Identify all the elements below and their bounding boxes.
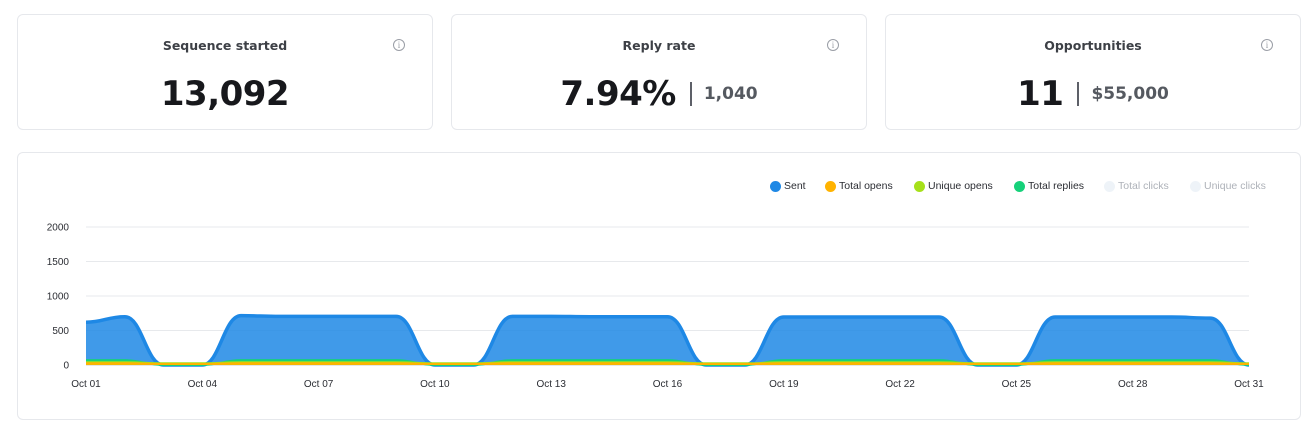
metric-divider (1077, 82, 1080, 106)
series-line (86, 359, 1250, 366)
metric-value: 7.94% (560, 74, 676, 114)
y-tick-label: 2000 (47, 223, 70, 234)
y-tick-label: 500 (52, 326, 69, 337)
metric-row: 13,092 (18, 71, 432, 117)
x-tick-label: Oct 22 (885, 379, 915, 390)
kpi-card-reply-rate: Reply rate i 7.94% 1,040 (451, 14, 867, 130)
x-tick-label: Oct 07 (304, 379, 334, 390)
metric-row: 11 $55,000 (886, 71, 1300, 117)
legend-dot (1190, 180, 1201, 192)
kpi-card-sequence-started: Sequence started i 13,092 (17, 14, 433, 130)
legend-label: Total replies (1028, 180, 1085, 192)
legend-dot (825, 180, 836, 192)
card-title: Sequence started (162, 38, 288, 53)
metric-row: 7.94% 1,040 (452, 71, 866, 117)
x-tick-label: Oct 01 (71, 379, 101, 390)
x-tick-label: Oct 31 (1234, 379, 1264, 390)
x-tick-label: Oct 13 (536, 379, 566, 390)
info-icon[interactable]: i (827, 39, 839, 51)
legend-item-total-clicks[interactable]: Total clicks (1104, 180, 1169, 192)
info-icon[interactable]: i (393, 39, 405, 51)
metric-secondary-value: $55,000 (1091, 84, 1169, 104)
legend-dot (1014, 180, 1025, 192)
y-tick-label: 1500 (47, 257, 70, 268)
x-tick-label: Oct 04 (188, 379, 218, 390)
card-title: Reply rate (622, 38, 696, 53)
legend-item-unique-opens[interactable]: Unique opens (914, 180, 993, 192)
series-line (85, 313, 1250, 367)
legend-item-unique-clicks[interactable]: Unique clicks (1190, 180, 1266, 192)
kpi-card-opportunities: Opportunities i 11 $55,000 (885, 14, 1301, 130)
legend-label: Unique opens (928, 180, 993, 192)
legend-dot (914, 180, 925, 192)
x-tick-label: Oct 25 (1002, 379, 1032, 390)
legend-dot (770, 180, 781, 192)
metric-divider (689, 82, 692, 106)
chart-panel (17, 152, 1301, 420)
legend-item-total-replies[interactable]: Total replies (1014, 180, 1084, 192)
legend-label: Unique clicks (1204, 180, 1266, 192)
series-area (86, 315, 1249, 365)
metric-value: 11 (1017, 74, 1064, 114)
y-tick-label: 0 (63, 361, 69, 372)
legend-label: Total clicks (1118, 180, 1169, 192)
x-tick-label: Oct 16 (653, 379, 683, 390)
x-tick-label: Oct 10 (420, 379, 450, 390)
series-total-opens (86, 362, 1250, 365)
legend-label: Total opens (839, 180, 893, 192)
metric-secondary-value: 1,040 (703, 84, 758, 104)
y-tick-label: 1000 (47, 292, 70, 303)
metric-value: 13,092 (160, 74, 290, 114)
series-line (86, 362, 1250, 365)
x-tick-label: Oct 28 (1118, 379, 1148, 390)
legend-item-sent[interactable]: Sent (770, 180, 806, 192)
series-sent (85, 313, 1250, 367)
x-tick-label: Oct 19 (769, 379, 799, 390)
legend-dot (1104, 180, 1115, 192)
chart-legend: Sent Total opens Unique opens Total repl… (0, 180, 1315, 196)
legend-item-total-opens[interactable]: Total opens (825, 180, 893, 192)
series-line (86, 361, 1250, 365)
card-title: Opportunities (1044, 38, 1142, 53)
info-icon[interactable]: i (1261, 39, 1273, 51)
legend-label: Sent (784, 180, 806, 192)
